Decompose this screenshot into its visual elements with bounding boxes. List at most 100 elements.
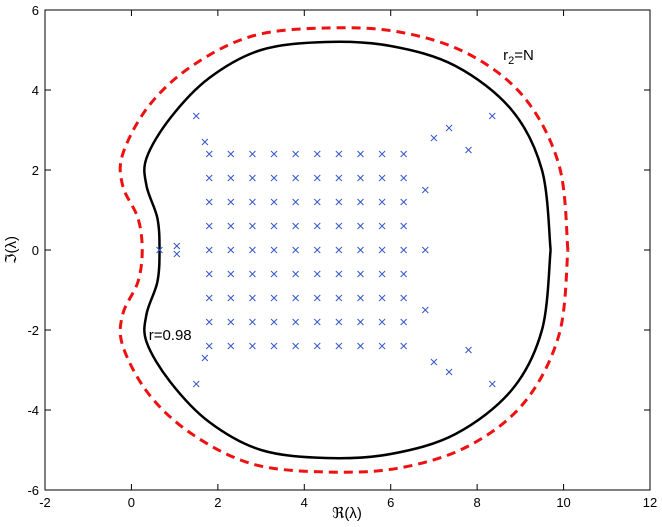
eigenvalue-point — [205, 294, 213, 302]
eigenvalue-point — [201, 354, 209, 362]
eigenvalue-point — [205, 174, 213, 182]
x-tick-label: 10 — [556, 495, 570, 510]
eigenvalue-point — [205, 198, 213, 206]
eigenvalue-point — [173, 242, 181, 250]
eigenvalue-point — [335, 222, 343, 230]
eigenvalue-point — [249, 270, 256, 278]
eigenvalue-point — [292, 198, 299, 206]
eigenvalue-point — [445, 368, 453, 376]
eigenvalue-point — [400, 150, 408, 158]
eigenvalue-point — [249, 198, 256, 206]
annotation-part: r — [503, 47, 508, 64]
eigenvalue-point — [357, 294, 364, 302]
plot-frame — [44, 9, 651, 491]
eigenvalue-point — [270, 222, 278, 230]
eigenvalue-point — [357, 150, 364, 158]
eigenvalue-point — [335, 198, 343, 206]
eigenvalue-point — [313, 294, 321, 302]
y-tick-label: -4 — [27, 403, 39, 418]
annotation: r=0.98 — [149, 327, 192, 344]
eigenvalue-point — [400, 270, 408, 278]
x-tick-label: 6 — [387, 495, 394, 510]
eigenvalue-point — [270, 246, 278, 254]
eigenvalue-point — [357, 246, 364, 254]
y-tick-label: 4 — [32, 83, 39, 98]
eigenvalue-point — [227, 222, 235, 230]
eigenvalue-point — [270, 174, 278, 182]
y-tick-label: 0 — [32, 243, 39, 258]
eigenvalue-point — [357, 222, 364, 230]
eigenvalue-point — [335, 294, 343, 302]
eigenvalue-point — [400, 222, 408, 230]
x-tick-label: -2 — [39, 495, 51, 510]
eigenvalue-point — [430, 358, 438, 366]
eigenvalue-point — [270, 342, 278, 350]
eigenvalue-point — [313, 150, 321, 158]
eigenvalue-point — [400, 174, 408, 182]
eigenvalue-point — [378, 150, 386, 158]
annotation: r2=N — [503, 47, 534, 67]
eigenvalue-point — [205, 222, 213, 230]
eigenvalue-point — [400, 246, 408, 254]
eigenvalue-point — [192, 112, 200, 120]
eigenvalue-point — [249, 318, 256, 326]
eigenvalue-point — [335, 270, 343, 278]
eigenvalue-point — [292, 150, 299, 158]
boundary-curve — [118, 26, 570, 474]
eigenvalue-point — [378, 198, 386, 206]
eigenvalue-point — [192, 380, 200, 388]
eigenvalue-point — [378, 222, 386, 230]
eigenvalue-point — [292, 246, 299, 254]
eigenvalue-point — [270, 318, 278, 326]
eigenvalue-point — [227, 342, 235, 350]
x-axis-label: ℜ(λ) — [332, 505, 362, 522]
eigenvalue-point — [465, 146, 472, 154]
eigenvalue-point — [270, 150, 278, 158]
eigenvalue-point — [335, 174, 343, 182]
eigenvalue-point — [313, 342, 321, 350]
eigenvalue-point — [335, 246, 343, 254]
eigenvalue-point — [313, 246, 321, 254]
eigenvalue-point — [313, 174, 321, 182]
y-tick-label: -2 — [27, 323, 39, 338]
eigenvalue-point — [313, 222, 321, 230]
eigenvalue-point — [378, 318, 386, 326]
eigenvalue-point — [292, 318, 299, 326]
eigenvalue-point — [156, 246, 163, 254]
eigenvalue-point — [292, 342, 299, 350]
eigenvalue-point — [400, 294, 408, 302]
eigenvalue-point — [357, 270, 364, 278]
eigenvalue-point — [249, 222, 256, 230]
x-tick-label: 0 — [128, 495, 135, 510]
y-tick-label: -6 — [27, 483, 39, 498]
x-tick-label: 12 — [643, 495, 657, 510]
y-tick-label: 2 — [32, 163, 39, 178]
eigenvalue-point — [430, 134, 438, 142]
eigenvalue-point — [227, 150, 235, 158]
y-tick-label: 6 — [32, 3, 39, 18]
eigenvalue-point — [400, 342, 408, 350]
eigenvalue-point — [249, 174, 256, 182]
eigenvalue-point — [465, 346, 472, 354]
eigenvalue-point — [292, 270, 299, 278]
eigenvalue-point — [205, 246, 213, 254]
x-tick-label: 8 — [474, 495, 481, 510]
y-axis-label: ℑ(λ) — [3, 236, 20, 264]
annotation-part: =N — [514, 47, 534, 64]
eigenvalue-point — [227, 174, 235, 182]
eigenvalue-point — [313, 318, 321, 326]
eigenvalue-point — [357, 342, 364, 350]
eigenvalue-point — [292, 222, 299, 230]
eigenvalue-point — [378, 174, 386, 182]
eigenvalue-point — [205, 342, 213, 350]
eigenvalue-point — [249, 246, 256, 254]
eigenvalue-point — [249, 294, 256, 302]
eigenvalue-point — [400, 318, 408, 326]
eigenvalue-point — [292, 174, 299, 182]
eigenvalue-point — [249, 342, 256, 350]
annotation-part: 2 — [508, 55, 514, 67]
eigenvalue-point — [421, 306, 429, 314]
x-tick-label: 2 — [214, 495, 221, 510]
eigenvalue-point — [313, 198, 321, 206]
